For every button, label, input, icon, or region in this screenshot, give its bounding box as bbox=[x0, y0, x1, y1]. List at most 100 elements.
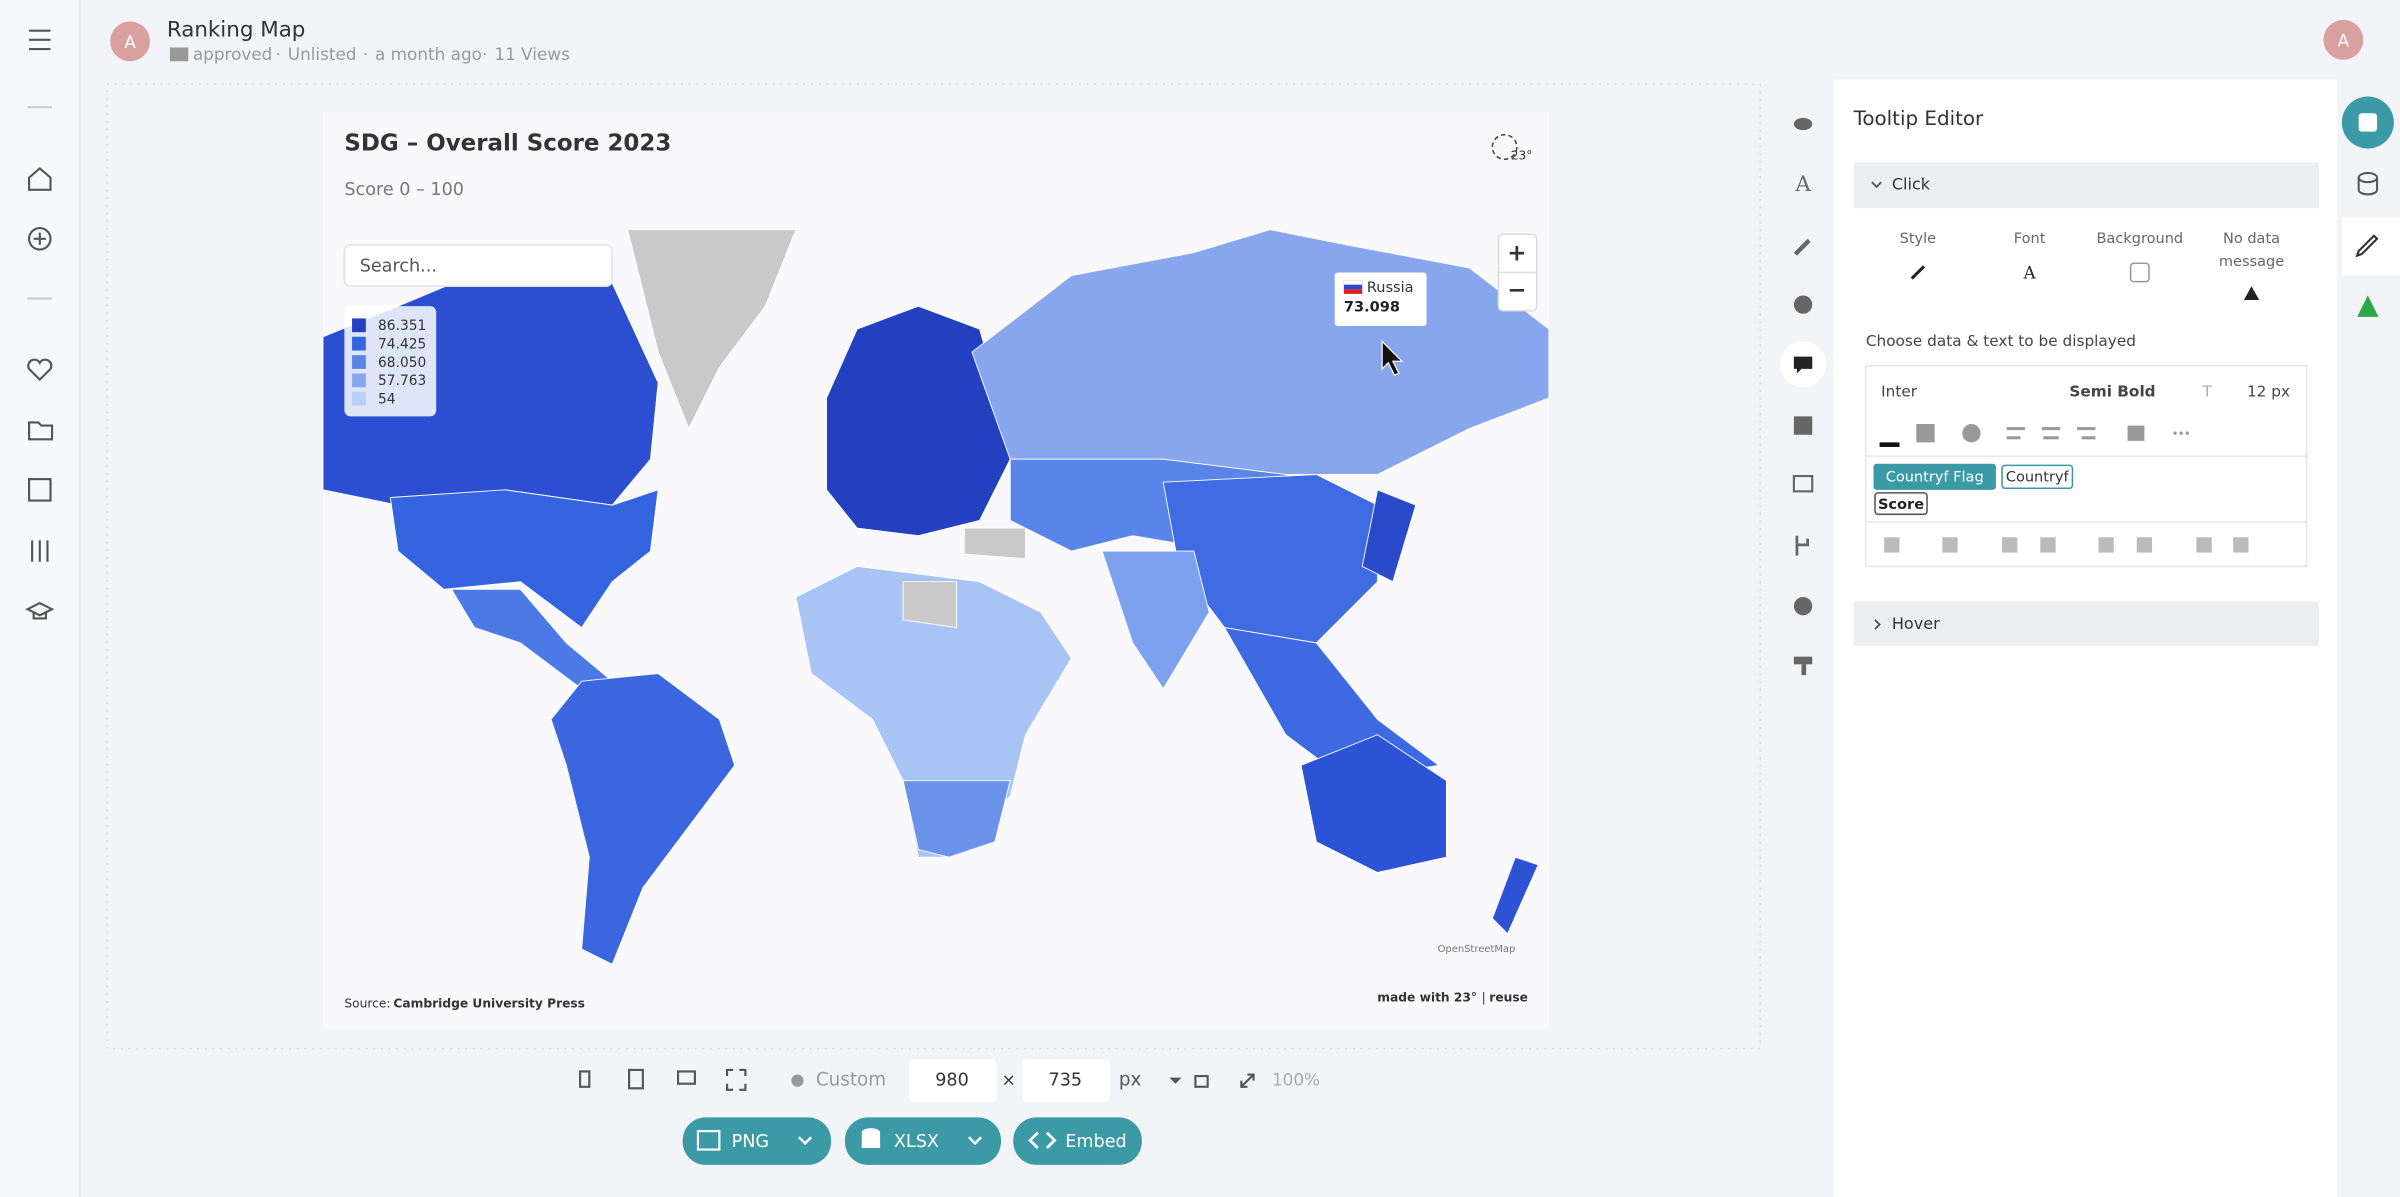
fullscreen-icon[interactable] bbox=[725, 1068, 747, 1091]
png-button[interactable] bbox=[682, 1117, 832, 1165]
xlsx-button[interactable] bbox=[844, 1117, 1002, 1165]
tooltip-icon[interactable] bbox=[1793, 356, 1813, 374]
table-button[interactable] bbox=[2127, 425, 2145, 441]
lock-icon[interactable] bbox=[1194, 1074, 1209, 1088]
legend-swatch bbox=[352, 391, 366, 406]
folder-icon[interactable] bbox=[28, 421, 54, 441]
more-button[interactable] bbox=[2173, 431, 2177, 435]
settings-icon[interactable] bbox=[31, 540, 49, 562]
tag-country[interactable] bbox=[2001, 464, 2074, 490]
laptop-icon[interactable] bbox=[676, 1070, 696, 1085]
embed-icon bbox=[1028, 1131, 1057, 1149]
favorites-icon[interactable] bbox=[27, 358, 53, 382]
png-dropdown[interactable] bbox=[798, 1136, 813, 1146]
country[interactable] bbox=[550, 673, 736, 965]
tag-flag-label: Countryf Flag bbox=[1886, 470, 1984, 486]
tag-score[interactable] bbox=[1874, 492, 1928, 516]
clear-button[interactable] bbox=[2233, 537, 2249, 553]
tag-flag[interactable] bbox=[1873, 463, 1996, 490]
style-button[interactable] bbox=[1910, 265, 1926, 280]
bg-color-button[interactable] bbox=[1916, 424, 1935, 443]
xlsx-dropdown[interactable] bbox=[968, 1136, 982, 1146]
search-box[interactable] bbox=[343, 244, 614, 288]
country[interactable] bbox=[389, 489, 659, 629]
embed-button[interactable] bbox=[1013, 1117, 1142, 1165]
size-mode[interactable]: Custom bbox=[816, 1070, 886, 1091]
insert-button[interactable] bbox=[1942, 537, 1958, 553]
zoom-level: 100% bbox=[1272, 1070, 1320, 1090]
doc-title[interactable]: Ranking Map bbox=[167, 18, 306, 43]
avatar[interactable] bbox=[110, 21, 150, 62]
layout-icon[interactable] bbox=[1793, 416, 1813, 435]
country[interactable] bbox=[1101, 550, 1210, 690]
embed-label: Embed bbox=[1065, 1132, 1126, 1152]
flag bbox=[1343, 279, 1363, 285]
tablet-icon[interactable] bbox=[628, 1068, 644, 1090]
code-button[interactable] bbox=[2196, 537, 2212, 553]
zoom-out[interactable]: − bbox=[1507, 277, 1526, 303]
align-center[interactable] bbox=[2041, 427, 2061, 431]
emoji-button[interactable] bbox=[1962, 424, 1981, 443]
image-icon[interactable] bbox=[28, 478, 52, 502]
text-color-button[interactable] bbox=[1879, 442, 1900, 447]
branch-icon[interactable] bbox=[1795, 535, 1810, 556]
preview-icon[interactable] bbox=[1793, 117, 1813, 131]
country[interactable] bbox=[902, 780, 1011, 858]
legend-label: 86.351 bbox=[378, 318, 426, 334]
home-icon[interactable] bbox=[28, 166, 52, 191]
click-section[interactable] bbox=[1853, 162, 2319, 209]
text-icon[interactable]: A bbox=[1794, 172, 1811, 197]
unit[interactable]: px bbox=[1119, 1070, 1142, 1091]
align-right[interactable] bbox=[2077, 427, 2096, 431]
sidebar bbox=[0, 0, 80, 1197]
scale-icon[interactable] bbox=[1240, 1073, 1255, 1088]
settings-icon[interactable] bbox=[1793, 596, 1813, 616]
learn-icon[interactable] bbox=[25, 601, 55, 620]
country[interactable] bbox=[963, 527, 1026, 560]
no-data-button[interactable] bbox=[2243, 286, 2260, 301]
width-input[interactable] bbox=[909, 1059, 997, 1103]
edit-image-button[interactable] bbox=[2136, 537, 2153, 553]
hover-section[interactable] bbox=[1853, 601, 2319, 646]
font-size[interactable]: 12 px bbox=[2247, 382, 2290, 400]
folder[interactable]: approved bbox=[193, 44, 273, 64]
png-label: PNG bbox=[732, 1132, 769, 1152]
country[interactable] bbox=[1361, 489, 1417, 583]
font-button[interactable]: A bbox=[2023, 263, 2037, 283]
screen-icon[interactable] bbox=[1792, 474, 1814, 493]
country[interactable] bbox=[626, 229, 797, 430]
menu-icon[interactable] bbox=[29, 29, 51, 51]
align-left[interactable] bbox=[2006, 427, 2025, 431]
text-size-icon: T bbox=[2201, 382, 2212, 400]
unlink-button[interactable] bbox=[2040, 537, 2056, 553]
user-avatar[interactable] bbox=[2323, 19, 2364, 60]
country[interactable] bbox=[1300, 734, 1447, 873]
globe-icon[interactable] bbox=[1793, 295, 1813, 314]
country[interactable] bbox=[1491, 856, 1539, 935]
image-button[interactable] bbox=[2098, 537, 2114, 553]
paint-icon[interactable] bbox=[1793, 656, 1813, 665]
paint-icon[interactable] bbox=[1801, 664, 1807, 676]
brush-icon[interactable] bbox=[1793, 238, 1811, 256]
data-icon[interactable] bbox=[2357, 171, 2379, 184]
save-icon bbox=[2358, 113, 2378, 132]
link-button[interactable] bbox=[2002, 537, 2018, 553]
phone-icon[interactable] bbox=[579, 1070, 591, 1088]
cursor bbox=[1381, 339, 1404, 376]
insert-button[interactable] bbox=[1884, 537, 1900, 553]
reuse[interactable]: reuse bbox=[1489, 990, 1528, 1004]
edit-icon[interactable] bbox=[2355, 234, 2379, 258]
zoom-in[interactable]: + bbox=[1507, 241, 1526, 267]
background-button[interactable] bbox=[2129, 262, 2150, 283]
height-input[interactable] bbox=[1022, 1059, 1110, 1103]
unit-dropdown[interactable] bbox=[1169, 1077, 1182, 1084]
made-with[interactable]: made with 23° bbox=[1377, 990, 1477, 1004]
add-icon[interactable] bbox=[28, 227, 52, 251]
font-weight[interactable]: Semi Bold bbox=[2069, 382, 2155, 400]
country[interactable] bbox=[826, 305, 1011, 537]
font-family[interactable]: Inter bbox=[1881, 382, 1918, 400]
legend-swatch bbox=[352, 336, 366, 351]
publish-icon[interactable] bbox=[2357, 295, 2379, 317]
country[interactable] bbox=[902, 581, 958, 629]
